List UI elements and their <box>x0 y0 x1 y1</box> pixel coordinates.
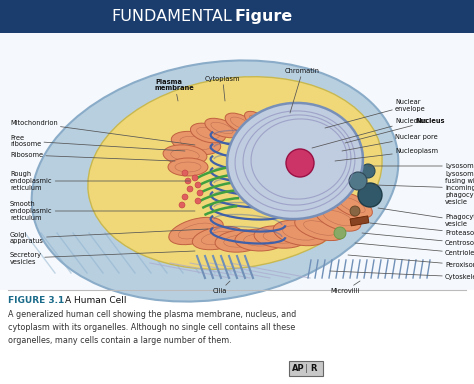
Circle shape <box>349 172 367 190</box>
Text: |: | <box>305 364 308 373</box>
Text: Phagocytic
vesicle: Phagocytic vesicle <box>378 208 474 227</box>
Ellipse shape <box>171 131 221 155</box>
Text: Mitochondrion: Mitochondrion <box>10 120 195 145</box>
Text: AP: AP <box>292 364 304 373</box>
Text: Figure: Figure <box>235 9 293 24</box>
Circle shape <box>182 194 188 200</box>
Text: FUNDAMENTAL: FUNDAMENTAL <box>111 9 232 24</box>
Text: Cytoskeleton: Cytoskeleton <box>330 271 474 280</box>
Circle shape <box>182 170 188 176</box>
Ellipse shape <box>32 60 398 301</box>
Text: Cytoplasm: Cytoplasm <box>205 76 240 101</box>
Ellipse shape <box>332 192 373 218</box>
Ellipse shape <box>235 229 285 251</box>
Circle shape <box>192 175 198 181</box>
Circle shape <box>358 183 382 207</box>
Text: Centrioles: Centrioles <box>355 243 474 256</box>
Text: Nuclear
envelope: Nuclear envelope <box>325 99 426 128</box>
FancyBboxPatch shape <box>289 361 323 376</box>
Ellipse shape <box>169 217 223 245</box>
Text: Centrosome: Centrosome <box>362 233 474 246</box>
Ellipse shape <box>225 113 255 133</box>
Text: Nucleoplasm: Nucleoplasm <box>335 148 438 161</box>
Text: FIGURE 3.1: FIGURE 3.1 <box>8 296 64 305</box>
Text: Plasma
membrane: Plasma membrane <box>155 78 195 101</box>
Ellipse shape <box>191 123 226 143</box>
Ellipse shape <box>315 205 361 231</box>
Ellipse shape <box>215 230 265 252</box>
Bar <box>0 33 474 290</box>
Circle shape <box>361 164 375 178</box>
Text: Proteasome: Proteasome <box>370 223 474 236</box>
Ellipse shape <box>205 118 239 138</box>
Circle shape <box>348 154 362 168</box>
Bar <box>0 0 474 33</box>
Ellipse shape <box>295 215 345 241</box>
Text: Cilia: Cilia <box>213 281 230 294</box>
Ellipse shape <box>168 158 208 176</box>
Text: Nucleus: Nucleus <box>345 118 445 143</box>
Text: Rough
endoplasmic
reticulum: Rough endoplasmic reticulum <box>10 171 190 191</box>
Ellipse shape <box>245 111 272 131</box>
Text: Lysosome
fusing with
incoming
phagocytic
vesicle: Lysosome fusing with incoming phagocytic… <box>375 171 474 205</box>
Text: Golgi
apparatus: Golgi apparatus <box>10 229 208 245</box>
Text: Peroxisome: Peroxisome <box>348 255 474 268</box>
Ellipse shape <box>227 103 363 219</box>
Ellipse shape <box>254 226 306 248</box>
Text: Nucleolus: Nucleolus <box>312 118 427 148</box>
Text: Ribosome: Ribosome <box>10 152 175 161</box>
Circle shape <box>350 206 360 216</box>
Text: A generalized human cell showing the plasma membrane, nucleus, and
cytoplasm wit: A generalized human cell showing the pla… <box>8 310 296 345</box>
Text: R: R <box>311 364 317 373</box>
Text: Smooth
endoplasmic
reticulum: Smooth endoplasmic reticulum <box>10 201 195 221</box>
Circle shape <box>195 198 201 204</box>
Circle shape <box>286 149 314 177</box>
Circle shape <box>179 202 185 208</box>
Ellipse shape <box>88 77 382 269</box>
Text: Chromatin: Chromatin <box>285 68 320 113</box>
Text: Lysosome: Lysosome <box>368 163 474 169</box>
Circle shape <box>197 190 203 196</box>
Ellipse shape <box>273 220 327 246</box>
Text: A Human Cell: A Human Cell <box>65 296 127 305</box>
Text: Free
ribosome: Free ribosome <box>10 134 185 151</box>
Text: Microvilli: Microvilli <box>330 281 360 294</box>
Circle shape <box>185 178 191 184</box>
Ellipse shape <box>163 145 207 165</box>
Circle shape <box>195 182 201 188</box>
Ellipse shape <box>192 226 244 250</box>
Text: Secretory
vesicles: Secretory vesicles <box>10 251 195 265</box>
Circle shape <box>187 186 193 192</box>
Text: Nuclear pore: Nuclear pore <box>342 134 438 151</box>
Bar <box>350 216 369 226</box>
Circle shape <box>334 227 346 239</box>
Circle shape <box>351 174 365 188</box>
